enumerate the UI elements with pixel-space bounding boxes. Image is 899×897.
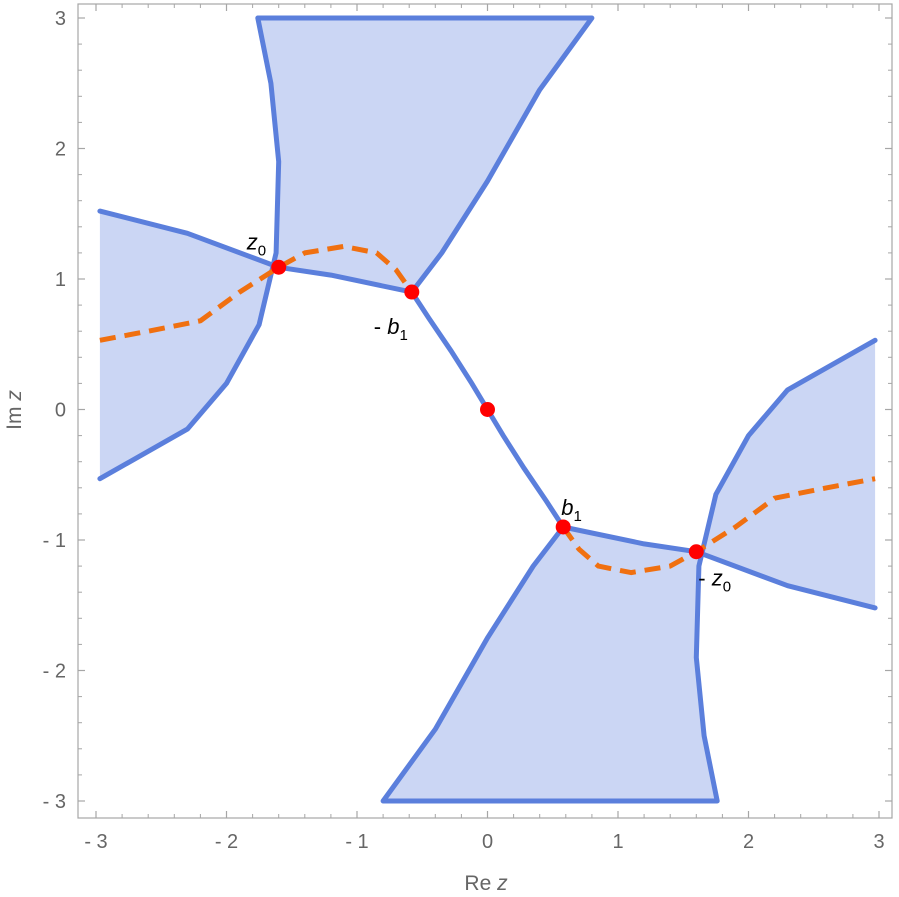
- frame-rect: [77, 3, 893, 819]
- dashed-path: [99, 243, 876, 576]
- y-tick-label: 3: [55, 8, 66, 30]
- axis-ticks: - 3 - 3 - 2 - 2 - 1 - 1 0 0 1 1 2 2 3 3: [43, 4, 892, 853]
- point-marker: [688, 544, 704, 560]
- y-axis-label: Im z: [3, 390, 26, 430]
- shaded-region-1: [99, 18, 592, 479]
- point-marker: [271, 259, 287, 275]
- point-label: - b1: [374, 314, 408, 344]
- dashed-paths: [99, 243, 876, 576]
- point-label: - z0: [698, 566, 731, 596]
- x-tick-label: - 2: [215, 831, 238, 853]
- critical-points: z0 - b1 b1 - z0: [246, 229, 731, 595]
- x-axis-label: Re z: [464, 872, 508, 895]
- x-tick-label: 0: [482, 831, 493, 853]
- point-marker: [555, 519, 571, 535]
- x-tick-label: 2: [743, 831, 754, 853]
- y-tick-label: 1: [55, 269, 66, 291]
- plot-frame: [77, 3, 893, 819]
- x-tick-label: 1: [612, 831, 623, 853]
- point-marker: [404, 284, 420, 300]
- region-boundary-1: [97, 15, 595, 482]
- point-marker: [480, 402, 495, 417]
- y-tick-label: - 2: [43, 661, 66, 683]
- point-label: b1: [561, 495, 582, 525]
- y-tick-label: 0: [55, 400, 66, 422]
- x-tick-label: - 1: [345, 831, 368, 853]
- region-boundary-2: [380, 337, 878, 804]
- y-tick-label: - 3: [43, 791, 66, 813]
- point-label: z0: [246, 229, 266, 259]
- y-tick-label: - 1: [43, 530, 66, 552]
- x-tick-label: 3: [873, 831, 884, 853]
- x-tick-label: - 3: [84, 831, 107, 853]
- y-tick-label: 2: [55, 139, 66, 161]
